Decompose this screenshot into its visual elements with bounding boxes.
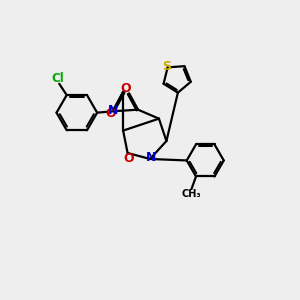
- Text: CH₃: CH₃: [182, 189, 201, 200]
- Text: S: S: [162, 60, 171, 73]
- Text: N: N: [107, 104, 118, 117]
- Text: O: O: [120, 82, 131, 95]
- Text: N: N: [146, 151, 156, 164]
- Text: O: O: [105, 107, 116, 120]
- Text: O: O: [123, 152, 134, 165]
- Text: Cl: Cl: [51, 72, 64, 85]
